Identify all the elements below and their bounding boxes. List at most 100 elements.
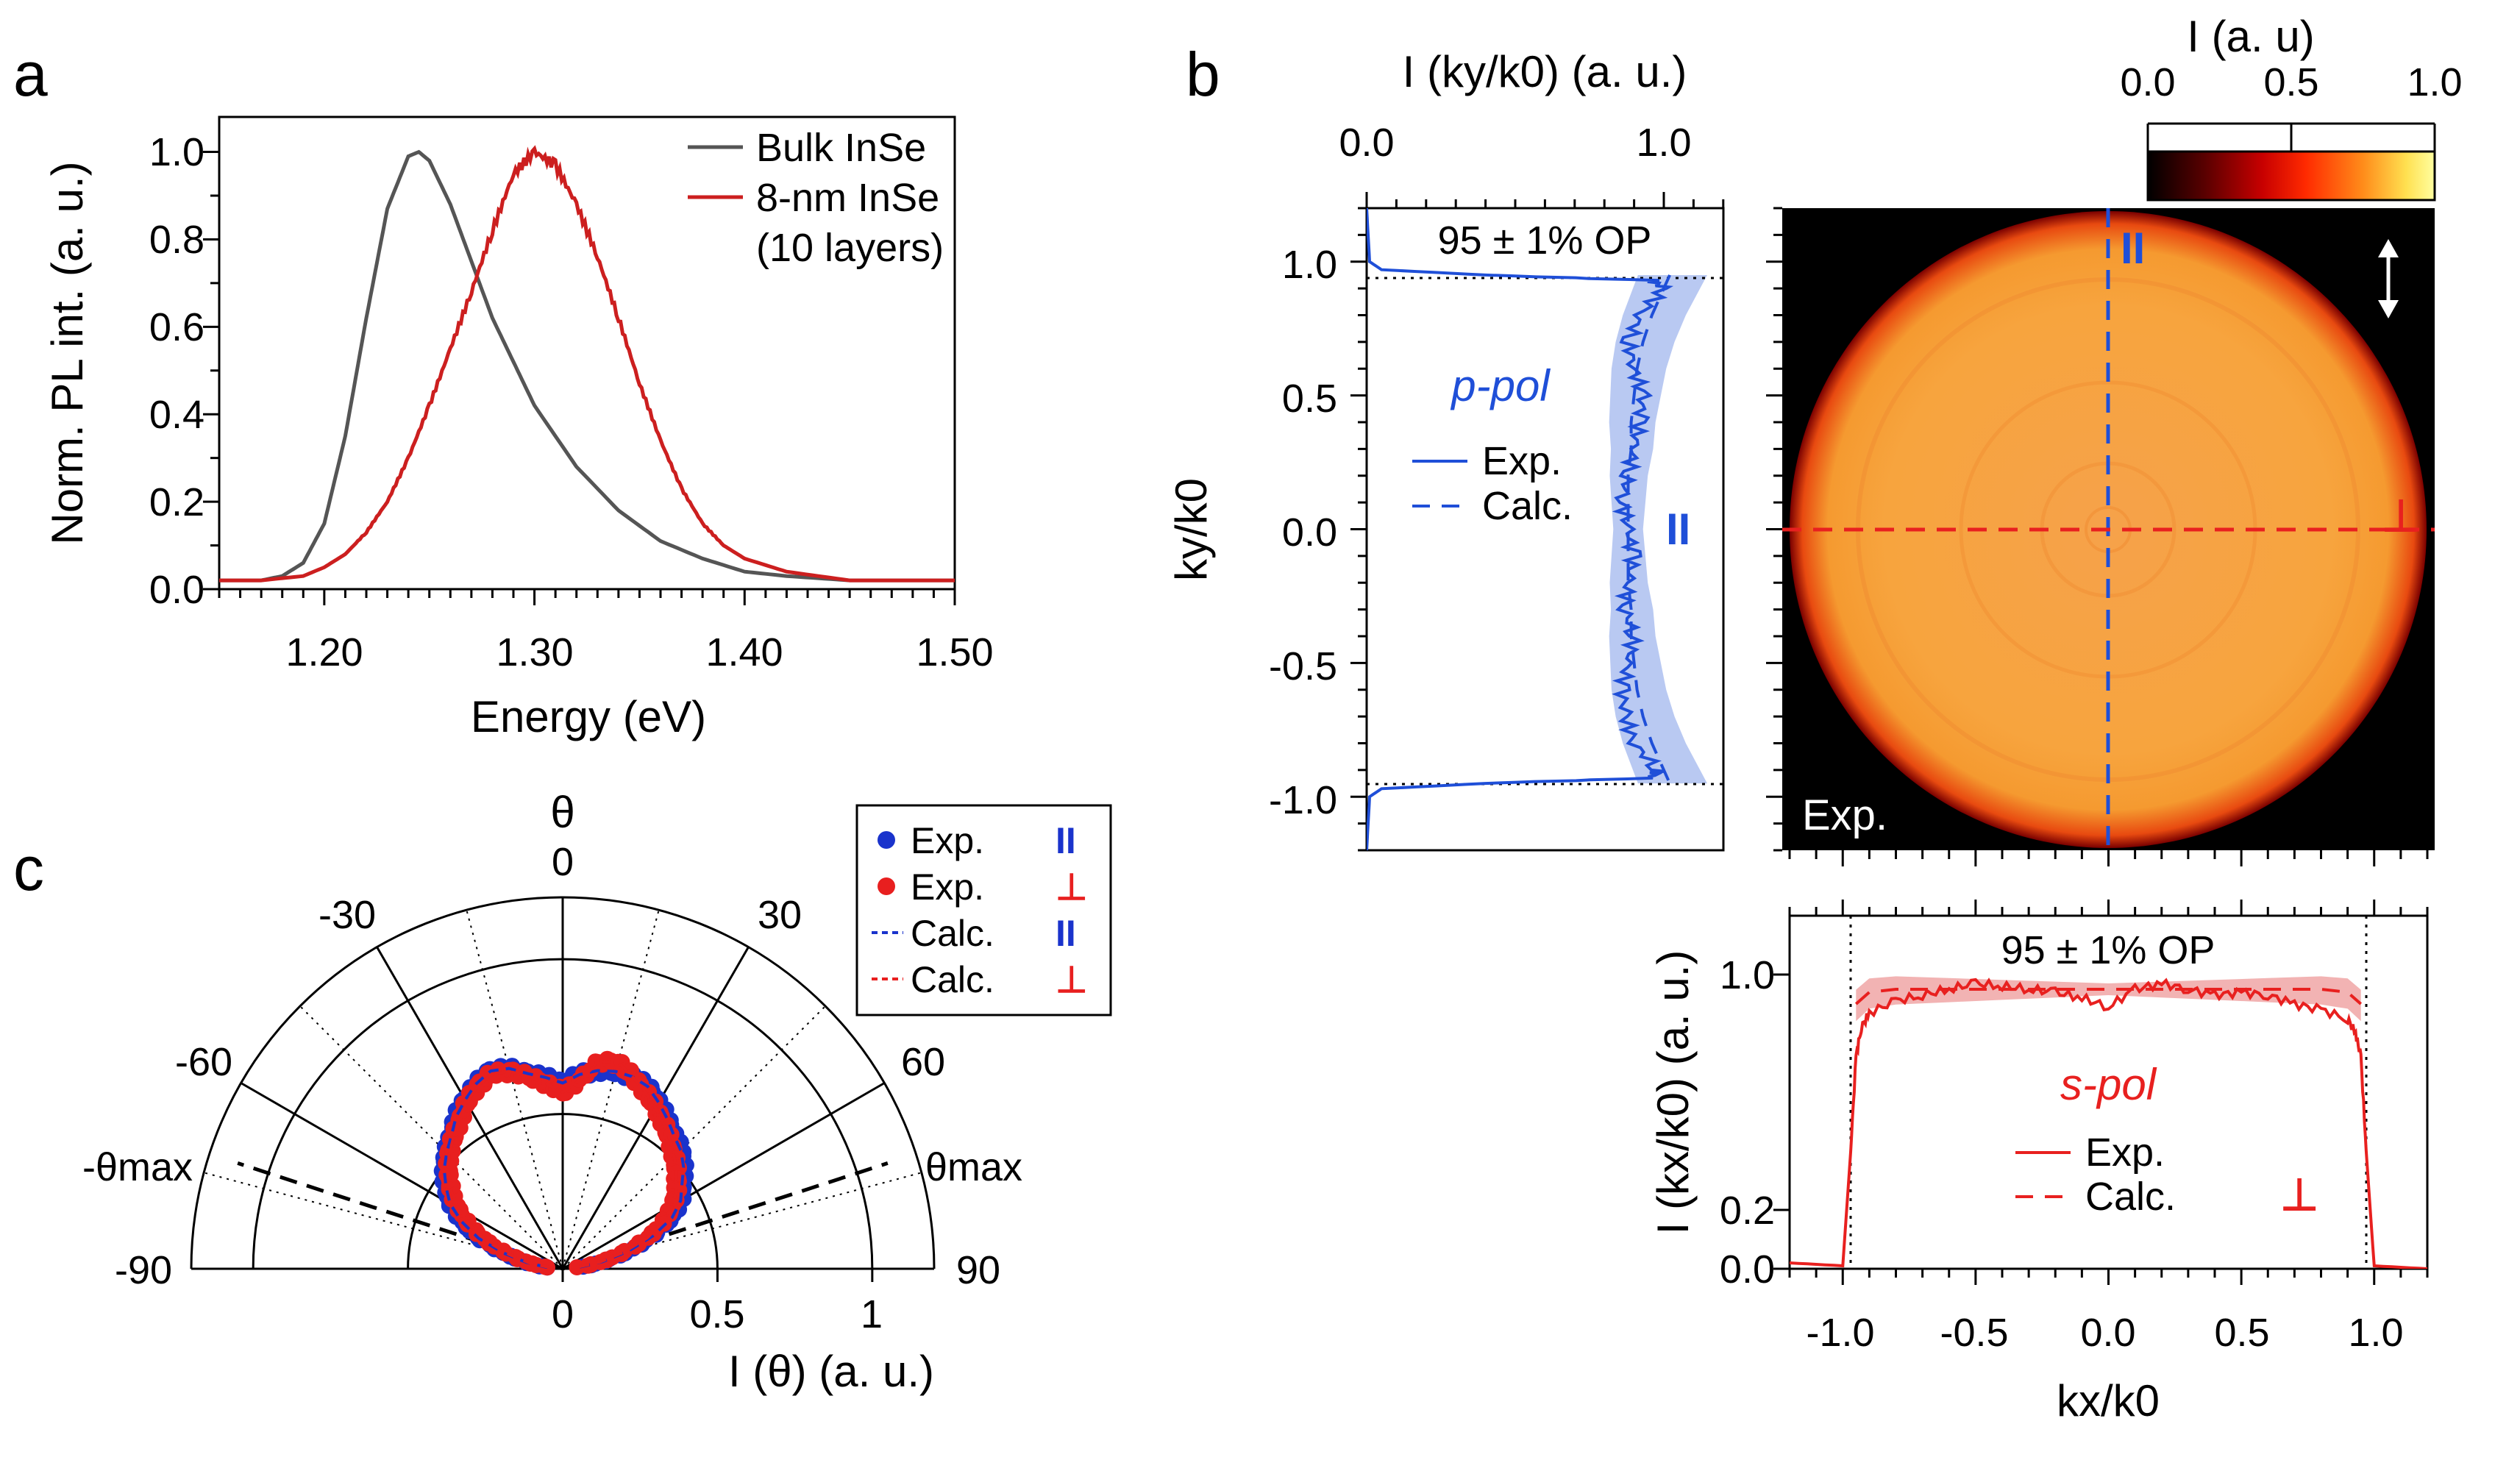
b-map-double-arrow-icon <box>2378 239 2399 318</box>
b-bottom-ytick-label: 0.2 <box>1720 1189 1775 1233</box>
b-left-ytick-label: 0.0 <box>1282 510 1337 555</box>
a-xlabel: Energy (eV) <box>471 692 706 741</box>
b-left-legend-exp: Exp. <box>1482 439 1562 483</box>
b-bottom-perp-marker: ⊥ <box>2280 1170 2318 1219</box>
panel-a-tick-labels: 1.20 1.30 1.40 1.50 0.0 0.2 0.4 0.6 0.8 … <box>149 130 994 674</box>
panel-label-a: a <box>13 40 48 109</box>
c-legend-label: Calc. <box>911 959 994 1000</box>
b-bottom-ylabel: I (kx/k0) (a. u.) <box>1648 950 1698 1235</box>
panel-label-b: b <box>1186 40 1220 109</box>
colorbar: I (a. u) 0.0 0.5 1.0 <box>2120 12 2463 202</box>
panel-b-bottom: 95 ± 1% OP s-pol Exp. Calc. ⊥ 0.0 0.2 1.… <box>1648 900 2429 1425</box>
panel-b-left: I (ky/k0) (a. u.) 0.0 1.0 1.0 0.5 0.0 -0… <box>1167 47 1725 852</box>
b-bottom-legend-calc: Calc. <box>2085 1175 2176 1219</box>
c-angle-spoke <box>562 1082 886 1270</box>
b-bottom-annotation: 95 ± 1% OP <box>2001 928 2215 972</box>
a-xtick-label: 1.20 <box>285 630 363 674</box>
c-legend-box <box>855 804 1112 1016</box>
a-ytick-label: 0.8 <box>149 218 204 262</box>
a-ylabel: Norm. PL int. (a. u.) <box>43 161 92 544</box>
c-legend-marker: II <box>1056 820 1076 861</box>
c-radial-label: 0 <box>552 1292 574 1336</box>
c-legend-label: Calc. <box>911 913 994 954</box>
panel-b-map: II ⊥ Exp. <box>1766 207 2435 866</box>
a-xtick-label: 1.50 <box>916 630 993 674</box>
c-angle-label: -30 <box>318 893 376 937</box>
a-legend-8nm-sub: (10 layers) <box>756 226 944 270</box>
colorbar-tick-label: 0.5 <box>2263 60 2318 104</box>
b-left-xtick-label: 1.0 <box>1636 121 1691 165</box>
b-map-perp-marker: ⊥ <box>2382 491 2420 541</box>
c-angle-spoke <box>466 909 563 1270</box>
b-left-ylabel: ky/k0 <box>1167 478 1216 581</box>
b-map-ticks <box>1766 207 2429 866</box>
b-left-exp-curve <box>1367 208 1674 850</box>
b-bottom-xtick-label: -0.5 <box>1940 1311 2008 1355</box>
c-legend: Exp. II Exp. ⊥ Calc. II Calc. ⊥ <box>855 804 1112 1016</box>
c-legend-marker: ⊥ <box>1056 959 1088 1000</box>
colorbar-tick-label: 1.0 <box>2407 60 2462 104</box>
c-legend-dot-blue <box>878 831 895 849</box>
a-legend-8nm: 8-nm InSe <box>756 176 939 220</box>
c-angle-label: -90 <box>115 1248 172 1292</box>
b-bottom-ytick-label: 1.0 <box>1720 953 1775 997</box>
b-bottom-exp-curve <box>1790 978 2427 1269</box>
a-ytick-label: 0.4 <box>149 393 204 437</box>
b-bottom-xtick-label: 0.0 <box>2080 1311 2135 1355</box>
c-legend-label: Exp. <box>911 866 984 908</box>
c-legend-marker: II <box>1056 913 1076 954</box>
b-left-legend-calc: Calc. <box>1482 484 1573 528</box>
panel-c: θ 0 30 -30 60 -60 90 -90 0 0.5 1 I (θ) (… <box>82 788 1112 1396</box>
panel-a-ticks <box>203 151 956 605</box>
panel-a: 1.20 1.30 1.40 1.50 0.0 0.2 0.4 0.6 0.8 … <box>43 115 994 741</box>
a-series-bulk-inse <box>219 149 955 583</box>
c-angle-spoke <box>299 1005 563 1270</box>
b-bottom-ticks <box>1773 900 2429 1285</box>
b-left-ytick-label: -1.0 <box>1269 778 1337 822</box>
b-left-annotation: 95 ± 1% OP <box>1438 218 1652 263</box>
b-bottom-ytick-label: 0.0 <box>1720 1247 1775 1292</box>
b-left-xlabel: I (ky/k0) (a. u.) <box>1403 47 1687 96</box>
c-radial-label: 1 <box>861 1292 883 1336</box>
b-left-ticks <box>1350 192 1725 852</box>
c-angle-spoke <box>562 1005 826 1270</box>
c-legend-dot-red <box>878 877 895 895</box>
c-legend-marker: ⊥ <box>1056 866 1088 908</box>
b-bottom-xtick-label: 1.0 <box>2348 1311 2403 1355</box>
colorbar-tick-label: 0.0 <box>2120 60 2175 104</box>
b-bottom-pol-label: s-pol <box>2060 1060 2157 1109</box>
c-calc-perp-curve <box>447 1060 679 1270</box>
c-angle-label: 60 <box>901 1040 945 1084</box>
c-xlabel: I (θ) (a. u.) <box>728 1347 934 1396</box>
c-angle-label: -60 <box>175 1040 232 1084</box>
b-bottom-xtick-label: -1.0 <box>1806 1311 1874 1355</box>
b-map-parallel-marker: II <box>2121 224 2145 273</box>
b-bottom-xlabel: kx/k0 <box>2057 1376 2160 1425</box>
c-angle-label: 0 <box>552 840 574 884</box>
colorbar-title: I (a. u) <box>2187 12 2314 61</box>
c-radial-label: 0.5 <box>689 1292 744 1336</box>
b-left-ytick-label: 0.5 <box>1282 377 1337 421</box>
a-series-8nm-inse <box>219 145 955 583</box>
b-left-xtick-label: 0.0 <box>1339 121 1394 165</box>
a-xtick-label: 1.30 <box>496 630 573 674</box>
a-legend-bulk: Bulk InSe <box>756 126 926 170</box>
panel-label-c: c <box>13 834 44 903</box>
c-angle-label: 90 <box>956 1248 1000 1292</box>
c-angle-spoke <box>240 1082 563 1270</box>
a-ytick-label: 1.0 <box>149 130 204 174</box>
c-title: θ <box>550 788 574 837</box>
c-angle-spoke <box>203 1172 563 1270</box>
a-xtick-label: 1.40 <box>705 630 783 674</box>
b-left-ytick-label: -0.5 <box>1269 644 1337 688</box>
b-bottom-calc-curve <box>1854 988 2363 1005</box>
colorbar-gradient <box>2146 150 2436 202</box>
c-calc-parallel-curve <box>442 1066 686 1270</box>
b-left-pol-label: p-pol <box>1450 361 1551 410</box>
c-legend-label: Exp. <box>911 820 984 861</box>
b-bottom-xtick-label: 0.5 <box>2214 1311 2269 1355</box>
b-bottom-legend-exp: Exp. <box>2085 1130 2165 1175</box>
a-ytick-label: 0.2 <box>149 480 204 524</box>
c-point-perp <box>569 1259 585 1275</box>
